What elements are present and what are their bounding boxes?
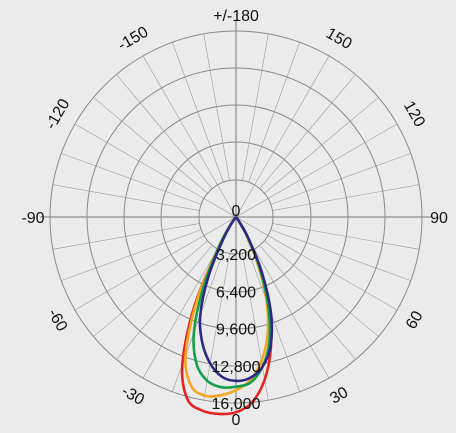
angle-label: -120 [43,96,74,132]
spoke-210 [142,55,237,218]
spoke-140 [259,74,356,189]
spoke-130 [264,97,379,194]
spoke-170 [242,33,269,181]
spoke-20 [248,251,300,392]
radial-tick-label: 0 [232,203,241,220]
angle-label: -60 [44,306,70,335]
spoke-120 [235,123,398,218]
grid-ring-5 [49,30,423,404]
spoke-220 [116,74,213,189]
angle-label: -30 [118,383,147,409]
angle-label: 120 [400,98,428,130]
intensity-curves [180,216,274,416]
angle-label: -90 [21,210,44,227]
spoke-150 [235,55,330,218]
spoke-320 [116,245,213,360]
grid-ring-2 [160,141,312,293]
spoke-190 [203,33,230,181]
spoke-80 [272,223,420,250]
spoke-160 [248,42,300,183]
spoke-350 [203,253,230,401]
spoke-200 [172,42,224,183]
angle-label: 30 [327,384,351,408]
spoke-250 [61,153,202,205]
radial-tick-label: 12,800 [212,359,261,376]
spoke-240 [74,123,237,218]
angle-label: 60 [403,308,427,332]
radial-tick-label: 6,400 [216,284,256,301]
spoke-110 [270,153,411,205]
radial-tick-label: 9,600 [216,322,256,339]
spoke-60 [235,216,398,311]
radial-tick-label: 3,200 [216,247,256,264]
radial-tick-label: 16,000 [212,396,261,413]
angle-label: 0 [232,412,241,429]
grid-ring-4 [86,67,386,367]
angle-label: -150 [115,24,151,55]
spoke-280 [52,223,200,250]
spoke-300 [74,216,237,311]
grid-ring-1 [198,179,274,255]
spoke-10 [242,253,269,401]
spoke-100 [272,184,420,211]
spoke-230 [93,97,208,194]
series-curve-4 [198,216,274,383]
angle-label: 150 [323,25,355,53]
polar-grid [40,21,432,413]
spoke-50 [264,240,379,337]
radial-tick-labels: 0 3,200 6,400 9,600 12,800 16,000 [212,203,261,413]
grid-ring-3 [123,104,349,330]
spoke-40 [259,245,356,360]
spoke-310 [93,240,208,337]
spoke-260 [52,184,200,211]
angle-label: +/-180 [213,8,259,25]
spoke-70 [270,229,411,281]
angle-label: 90 [430,210,448,227]
spoke-290 [61,229,202,281]
